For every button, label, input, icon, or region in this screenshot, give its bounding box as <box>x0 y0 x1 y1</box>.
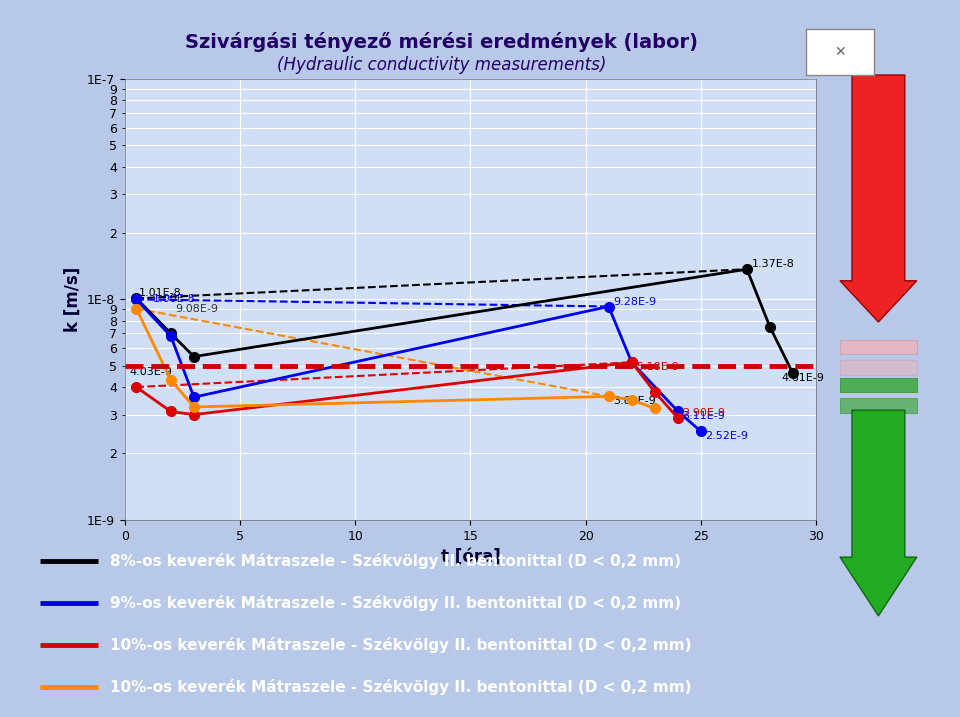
Bar <box>840 340 917 354</box>
Text: 9.08E-9: 9.08E-9 <box>176 303 219 313</box>
Text: 10%-os keverék Mátraszele - Székvölgy II. bentonittal (D < 0,2 mm): 10%-os keverék Mátraszele - Székvölgy II… <box>110 637 691 652</box>
FancyArrow shape <box>840 75 917 322</box>
Text: 1.37E-8: 1.37E-8 <box>752 260 794 269</box>
Text: 9.28E-9: 9.28E-9 <box>613 297 657 306</box>
Text: 1.01E-8: 1.01E-8 <box>138 288 181 298</box>
Y-axis label: k [m/s]: k [m/s] <box>63 267 82 332</box>
Text: 9%-os keverék Mátraszele - Székvölgy II. bentonittal (D < 0,2 mm): 9%-os keverék Mátraszele - Székvölgy II.… <box>110 595 681 611</box>
Text: 4.03E-9: 4.03E-9 <box>130 366 172 376</box>
Text: 3.63E-9: 3.63E-9 <box>613 397 656 407</box>
Text: (Hydraulic conductivity measurements): (Hydraulic conductivity measurements) <box>276 56 607 74</box>
FancyArrow shape <box>840 410 917 616</box>
Text: 8%-os keverék Mátraszele - Székvölgy II. bentonittal (D < 0,2 mm): 8%-os keverék Mátraszele - Székvölgy II.… <box>110 554 681 569</box>
Text: 4.61E-9: 4.61E-9 <box>781 374 825 384</box>
Text: 10%-os keverék Mátraszele - Székvölgy II. bentonittal (D < 0,2 mm): 10%-os keverék Mátraszele - Székvölgy II… <box>110 678 691 695</box>
Bar <box>840 378 917 392</box>
X-axis label: t [óra]: t [óra] <box>441 548 500 566</box>
Text: 2.52E-9: 2.52E-9 <box>706 432 749 442</box>
Text: 1.00E-8: 1.00E-8 <box>153 295 195 304</box>
Text: ✕: ✕ <box>834 45 846 59</box>
Text: 3.11E-9: 3.11E-9 <box>683 411 725 421</box>
Text: 2.90E-9: 2.90E-9 <box>683 408 726 418</box>
Text: Szivárgási tényező mérési eredmények (labor): Szivárgási tényező mérési eredmények (la… <box>185 32 698 52</box>
Bar <box>840 399 917 413</box>
Bar <box>840 360 917 375</box>
Text: 5.18E-9: 5.18E-9 <box>636 362 679 372</box>
